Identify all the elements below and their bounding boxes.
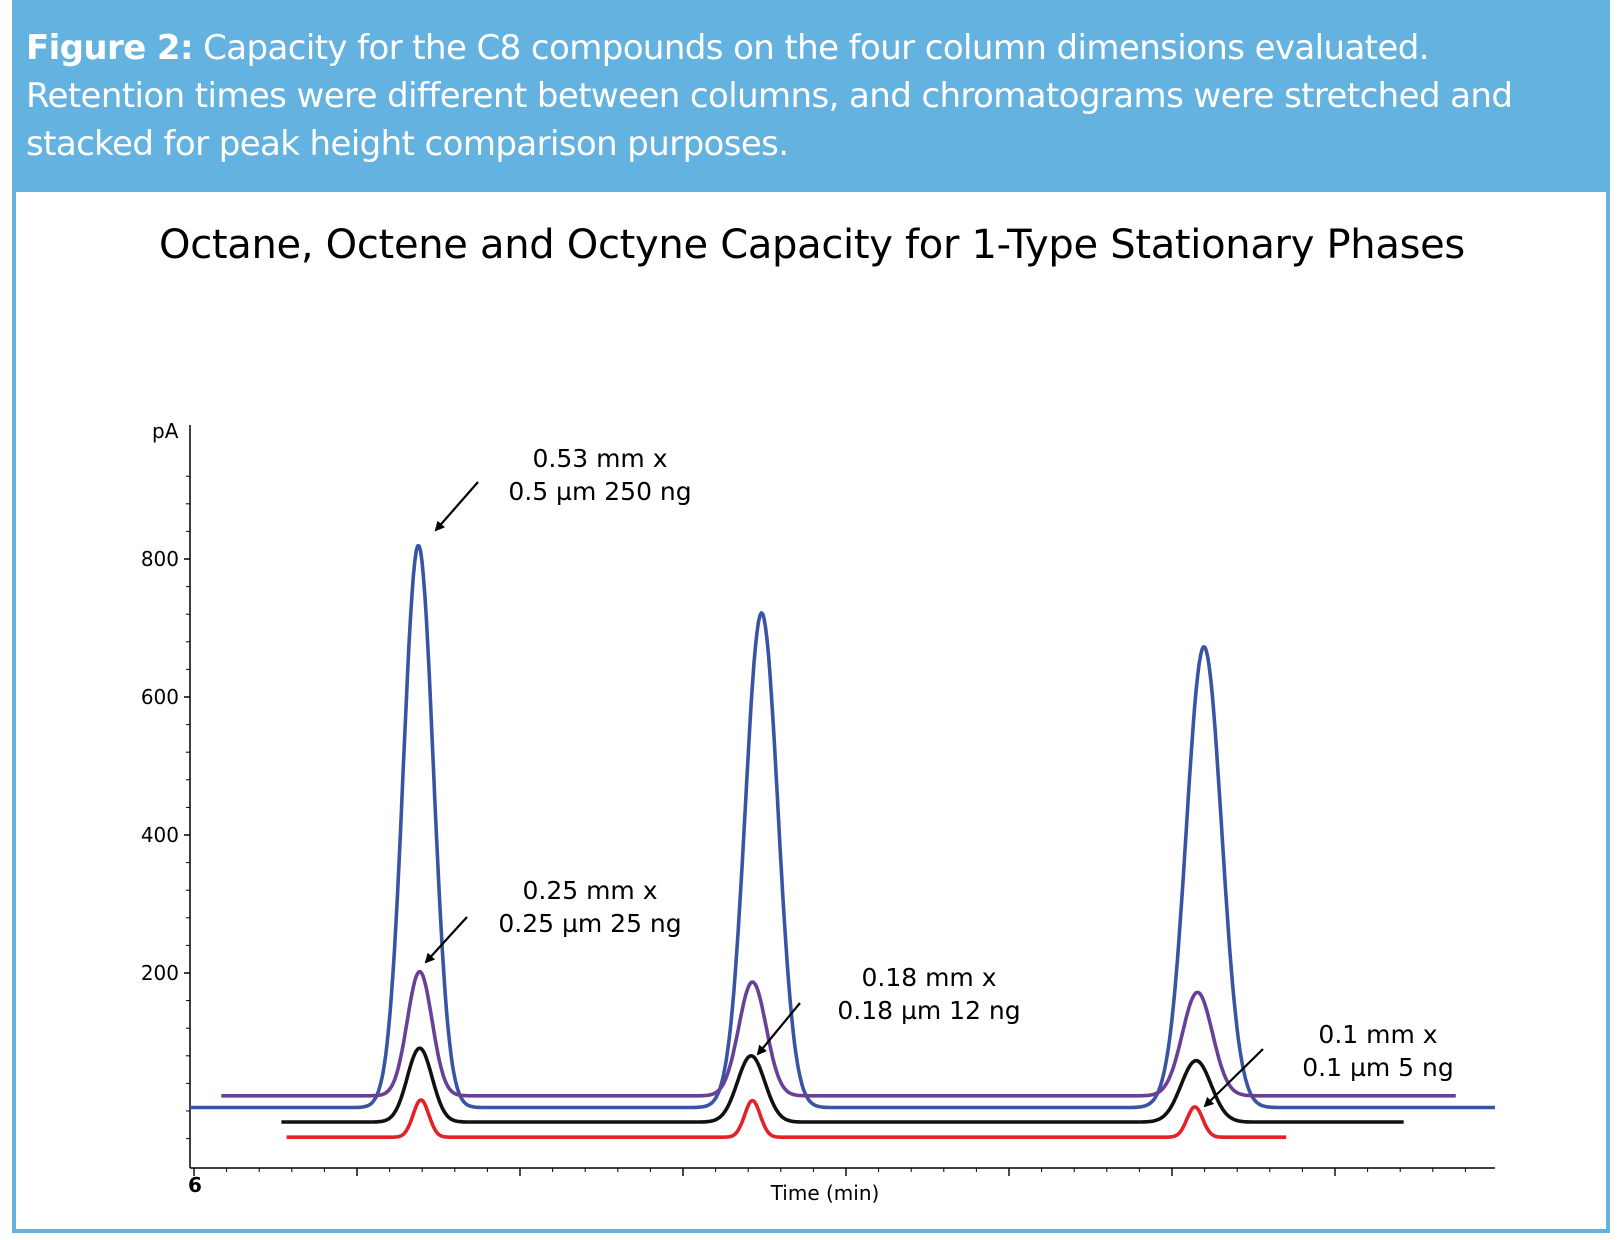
annotation-018mm-line1: 0.18 mm x <box>861 963 996 992</box>
annotation-018mm-arrow <box>756 1002 801 1056</box>
x-tick-label-start: 6 <box>188 1173 202 1197</box>
annotation-025mm: 0.25 mm x 0.25 µm 25 ng <box>424 876 682 964</box>
annotation-025mm-line2: 0.25 µm 25 ng <box>498 909 681 938</box>
y-tick-labels: 200 400 600 800 <box>141 547 190 985</box>
series-trace-3 <box>280 1046 1405 1124</box>
figure-caption: Figure 2: Capacity for the C8 compounds … <box>12 0 1610 192</box>
annotation-018mm: 0.18 mm x 0.18 µm 12 ng <box>756 963 1021 1056</box>
annotation-025mm-line1: 0.25 mm x <box>522 876 657 905</box>
annotation-018mm-line2: 0.18 µm 12 ng <box>837 996 1020 1025</box>
series-layer <box>189 544 1496 1139</box>
series-trace-4 <box>285 1098 1287 1139</box>
annotation-053mm: 0.53 mm x 0.5 µm 250 ng <box>434 444 692 532</box>
annotation-01mm: 0.1 mm x 0.1 µm 5 ng <box>1203 1020 1454 1108</box>
caption-lead: Figure 2: <box>26 28 194 68</box>
y-minor-ticks <box>186 475 190 1140</box>
series-trace-2 <box>220 969 1457 1098</box>
annotation-053mm-arrow <box>434 481 479 532</box>
annotation-01mm-arrow <box>1203 1048 1264 1108</box>
y-axis-label: pA <box>152 419 179 443</box>
annotation-053mm-line2: 0.5 µm 250 ng <box>508 477 691 506</box>
annotation-01mm-line1: 0.1 mm x <box>1318 1020 1437 1049</box>
y-tick-label-800: 800 <box>141 547 179 571</box>
caption-text: Capacity for the C8 compounds on the fou… <box>26 28 1513 164</box>
y-tick-label-600: 600 <box>141 685 179 709</box>
chart-title: Octane, Octene and Octyne Capacity for 1… <box>159 222 1465 268</box>
x-axis-label: Time (min) <box>770 1181 880 1205</box>
annotation-025mm-arrow <box>424 916 468 964</box>
y-tick-label-200: 200 <box>141 961 179 985</box>
y-tick-label-400: 400 <box>141 823 179 847</box>
annotation-053mm-line1: 0.53 mm x <box>532 444 667 473</box>
figure-frame <box>12 0 1610 1233</box>
annotation-01mm-line2: 0.1 µm 5 ng <box>1302 1053 1453 1082</box>
series-trace-1 <box>189 544 1496 1110</box>
x-minor-ticks <box>193 1168 1466 1176</box>
